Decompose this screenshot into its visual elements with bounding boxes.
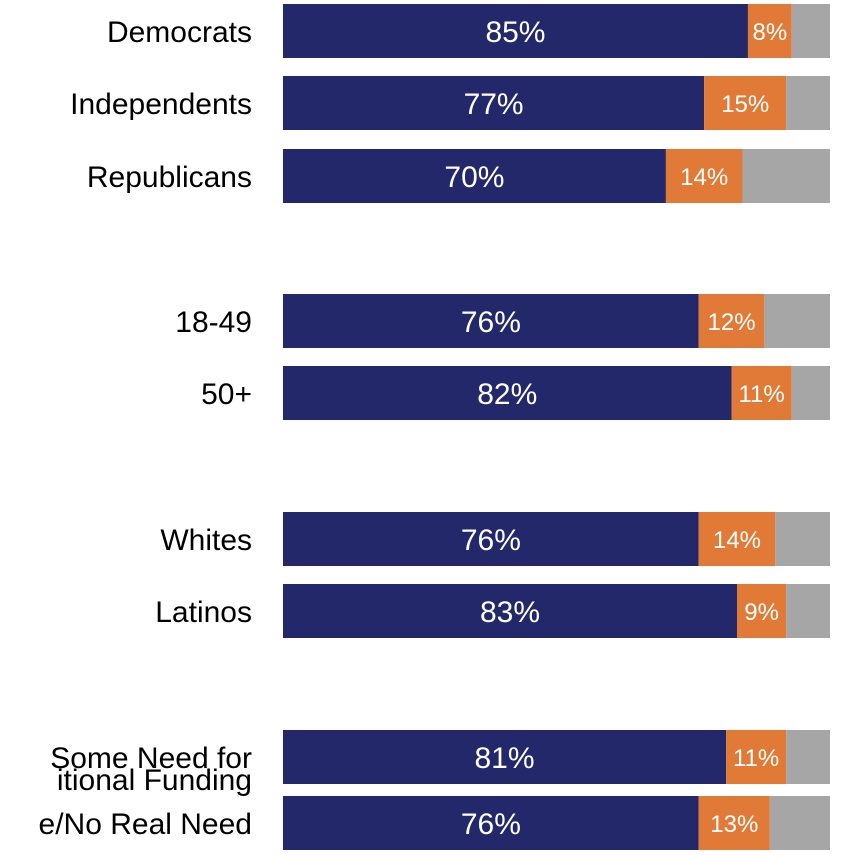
bar-segment bbox=[769, 796, 830, 850]
bar-segment bbox=[731, 366, 792, 420]
data-label: 15% bbox=[721, 91, 769, 118]
data-label: 9% bbox=[744, 599, 779, 626]
bar-segment bbox=[283, 76, 705, 130]
bar-segment bbox=[283, 796, 699, 850]
data-label: 83% bbox=[480, 596, 540, 629]
bar-segment bbox=[665, 149, 743, 203]
bar-segment bbox=[698, 512, 776, 566]
bar-segment bbox=[698, 796, 770, 850]
bar-segment bbox=[283, 294, 699, 348]
data-label: 8% bbox=[752, 19, 787, 46]
bar-segment bbox=[737, 584, 787, 638]
bar-segment bbox=[791, 4, 830, 58]
data-label: 76% bbox=[461, 524, 521, 557]
data-label: 11% bbox=[738, 381, 784, 408]
data-label: 82% bbox=[477, 378, 537, 411]
bar-segment bbox=[283, 366, 732, 420]
data-label: 81% bbox=[475, 742, 535, 775]
bars-group: 85% 8% 77% 15% 70% 14% 76% 12% 82% 11% 76% 14% 83% 9%… bbox=[283, 4, 830, 850]
category-label: 18-49 bbox=[175, 306, 252, 339]
category-label-extra: itional Funding bbox=[57, 764, 252, 797]
data-label: 12% bbox=[708, 309, 756, 336]
bar-segment bbox=[704, 76, 787, 130]
bar-segment bbox=[786, 76, 830, 130]
bar-segment bbox=[791, 366, 830, 420]
category-label: Democrats bbox=[107, 16, 252, 49]
bar-segment bbox=[786, 584, 830, 638]
bar-segment bbox=[764, 294, 830, 348]
category-label: Independents bbox=[70, 88, 252, 121]
data-label: 14% bbox=[713, 527, 761, 554]
category-label: e/No Real Need bbox=[39, 808, 252, 841]
data-label: 13% bbox=[710, 811, 758, 838]
bar-segment bbox=[726, 730, 787, 784]
data-label: 76% bbox=[461, 808, 521, 841]
category-label: Some Need for bbox=[50, 742, 252, 775]
bar-segment bbox=[283, 512, 699, 566]
bar-segment bbox=[283, 149, 666, 203]
bar-segment bbox=[786, 730, 830, 784]
data-label: 77% bbox=[464, 88, 524, 121]
category-label: 50+ bbox=[201, 378, 252, 411]
bar-segment bbox=[742, 149, 830, 203]
category-labels-group: Democrats Independents Republicans 18-49 50+… bbox=[39, 16, 252, 841]
category-label: Latinos bbox=[155, 596, 252, 629]
category-label: Republicans bbox=[87, 161, 252, 194]
bar-segment bbox=[775, 512, 830, 566]
data-label: 11% bbox=[733, 745, 779, 772]
bar-segment bbox=[283, 584, 738, 638]
bar-segment bbox=[283, 4, 748, 58]
bar-segment bbox=[698, 294, 765, 348]
data-label: 76% bbox=[461, 306, 521, 339]
category-label: Whites bbox=[160, 524, 252, 557]
bar-segment bbox=[747, 4, 792, 58]
data-label: 85% bbox=[485, 16, 545, 49]
bar-segment bbox=[283, 730, 727, 784]
data-label: 70% bbox=[444, 161, 504, 194]
data-label: 14% bbox=[680, 164, 728, 191]
